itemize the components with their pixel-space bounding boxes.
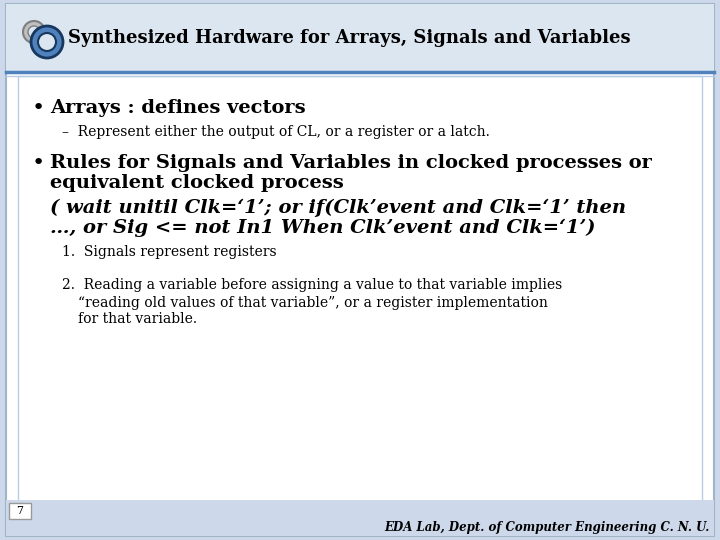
FancyBboxPatch shape [6,4,714,536]
Text: equivalent clocked process: equivalent clocked process [50,174,343,192]
Text: “reading old values of that variable”, or a register implementation: “reading old values of that variable”, o… [78,296,548,310]
Text: •: • [32,153,45,173]
Text: for that variable.: for that variable. [78,312,197,326]
FancyBboxPatch shape [18,76,702,524]
Text: –  Represent either the output of CL, or a register or a latch.: – Represent either the output of CL, or … [62,125,490,139]
Text: Synthesized Hardware for Arrays, Signals and Variables: Synthesized Hardware for Arrays, Signals… [68,29,631,47]
Text: 1.  Signals represent registers: 1. Signals represent registers [62,245,276,259]
FancyBboxPatch shape [6,4,714,72]
Text: …, or Sig <= not In1 When Clk’event and Clk=‘1’): …, or Sig <= not In1 When Clk’event and … [50,219,595,237]
FancyBboxPatch shape [9,503,31,519]
Text: ( wait unitil Clk=‘1’; or if(Clk’event and Clk=‘1’ then: ( wait unitil Clk=‘1’; or if(Clk’event a… [50,199,626,217]
FancyBboxPatch shape [6,500,714,536]
Text: Arrays : defines vectors: Arrays : defines vectors [50,99,305,117]
Text: •: • [32,98,45,118]
Text: EDA Lab, Dept. of Computer Engineering C. N. U.: EDA Lab, Dept. of Computer Engineering C… [384,522,710,535]
Text: 2.  Reading a variable before assigning a value to that variable implies: 2. Reading a variable before assigning a… [62,278,562,292]
Circle shape [38,33,56,51]
Text: 7: 7 [17,506,24,516]
Circle shape [28,26,40,38]
Circle shape [31,26,63,58]
Circle shape [23,21,45,43]
Text: Rules for Signals and Variables in clocked processes or: Rules for Signals and Variables in clock… [50,154,652,172]
